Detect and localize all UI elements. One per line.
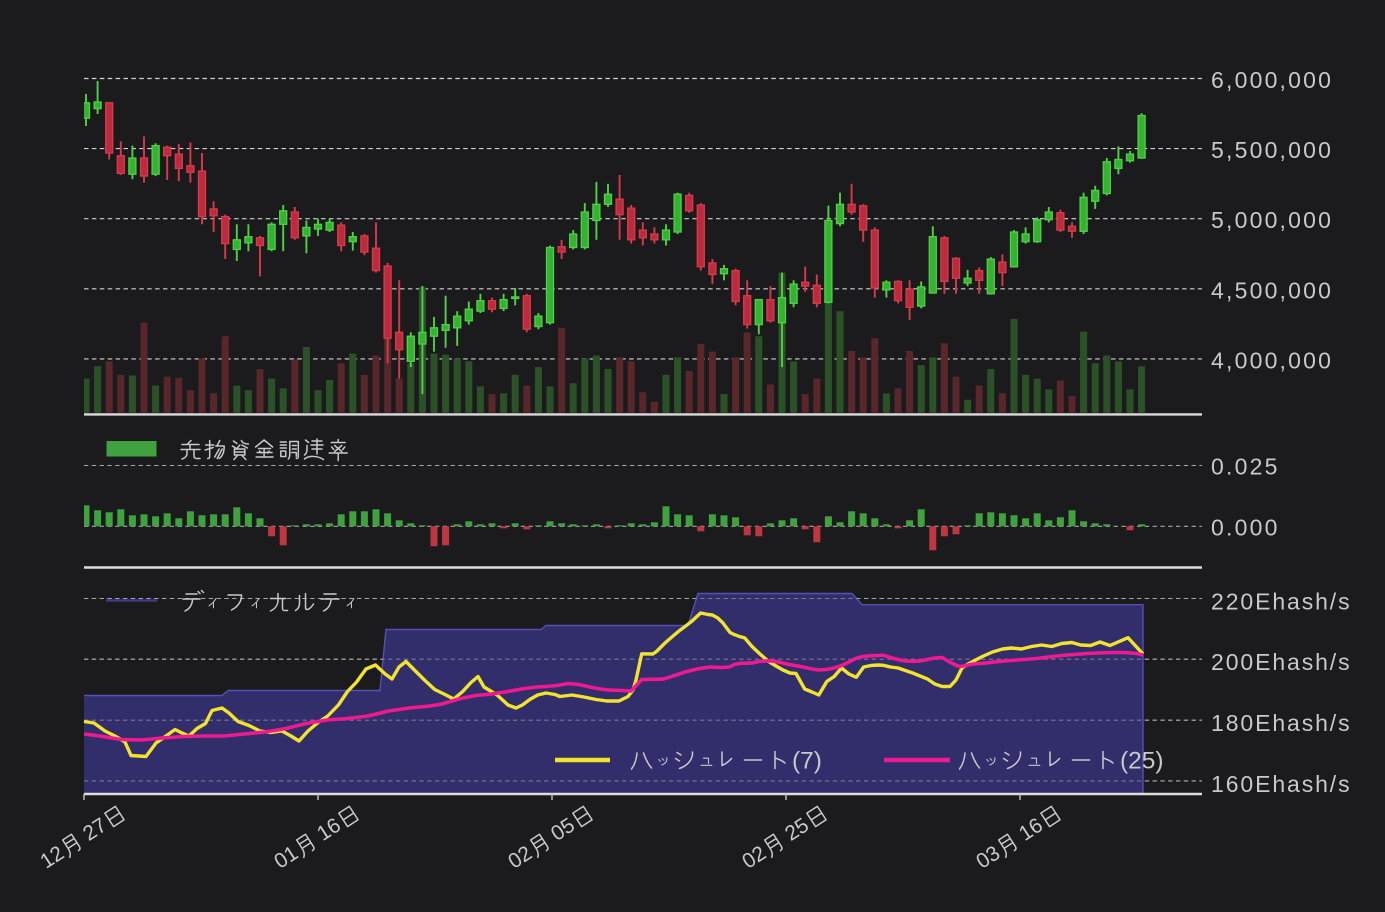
svg-text:6,000,000: 6,000,000 [1211, 67, 1333, 93]
svg-text:200Ehash/s: 200Ehash/s [1211, 649, 1351, 675]
svg-text:180Ehash/s: 180Ehash/s [1211, 710, 1351, 736]
svg-text:160Ehash/s: 160Ehash/s [1211, 771, 1351, 797]
svg-text:0.000: 0.000 [1211, 515, 1280, 541]
svg-text:(25): (25) [1120, 748, 1164, 775]
svg-text:0.025: 0.025 [1211, 454, 1280, 480]
svg-text:5,000,000: 5,000,000 [1211, 207, 1333, 233]
svg-text:4,500,000: 4,500,000 [1211, 277, 1333, 303]
svg-text:220Ehash/s: 220Ehash/s [1211, 589, 1351, 615]
svg-text:5,500,000: 5,500,000 [1211, 137, 1333, 163]
svg-text:(7): (7) [792, 748, 822, 775]
svg-text:4,000,000: 4,000,000 [1211, 347, 1333, 373]
